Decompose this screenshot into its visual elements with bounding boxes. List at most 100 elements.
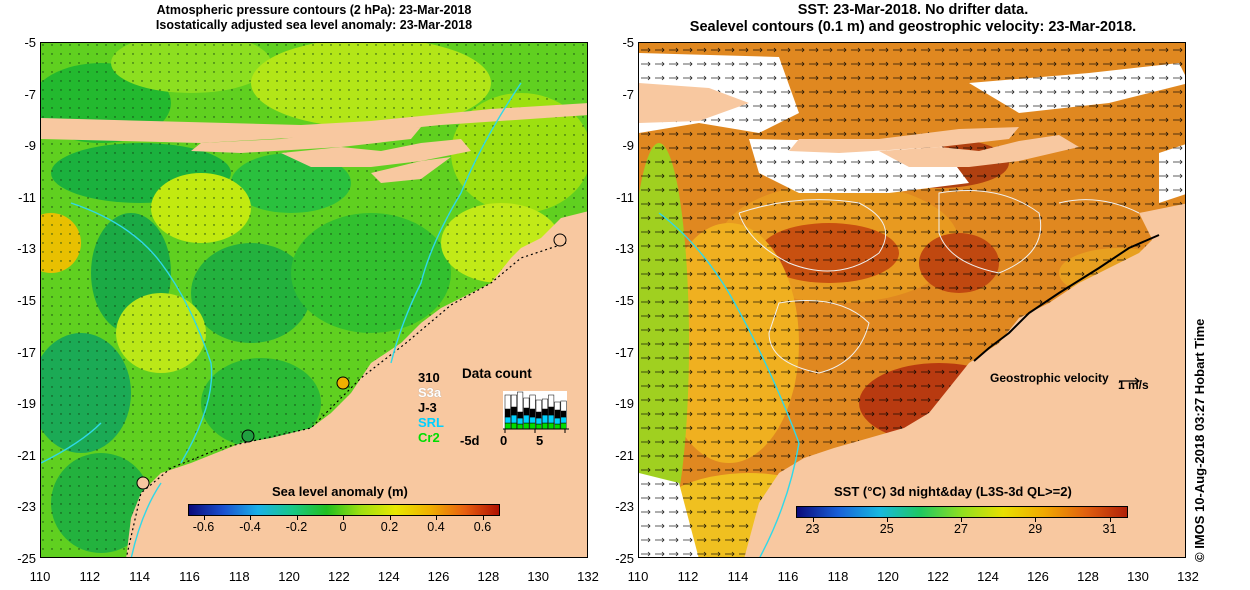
- colorbar-tick-label: 0.4: [427, 520, 445, 534]
- left-lon-tick: 124: [377, 569, 400, 584]
- sst-map-graphic: [639, 43, 1185, 557]
- right-lon-tick: 132: [1177, 569, 1199, 584]
- right-title-line2: Sealevel contours (0.1 m) and geostrophi…: [689, 19, 1137, 35]
- land-islands: [41, 103, 587, 183]
- left-lat-tick: -5: [24, 35, 36, 50]
- data-count-bar-segment: [560, 410, 567, 418]
- colorbar-tick-mark: [203, 516, 205, 520]
- data-count-bar-segment: [523, 397, 530, 409]
- colorbar-tick-label: 23: [805, 522, 820, 536]
- left-map-title: Atmospheric pressure contours (2 hPa): 2…: [40, 3, 588, 33]
- data-count-bar-segment: [541, 398, 548, 410]
- geostrophic-velocity-label: Geostrophic velocity: [990, 371, 1109, 385]
- right-lat-tick: -5: [622, 35, 634, 50]
- data-count-inset: 310 S3a J-3 SRL Cr2 Data count: [418, 362, 548, 452]
- left-lat-tick: -19: [17, 396, 36, 412]
- data-count-bar-segment: [504, 394, 511, 410]
- left-lat-tick: -17: [17, 344, 36, 360]
- left-lon-tick: 126: [427, 569, 450, 584]
- colorbar-tick-mark: [1109, 518, 1111, 522]
- sea-level-anomaly-map: [40, 42, 588, 558]
- left-lon-tick: 128: [477, 569, 500, 584]
- data-count-bar-segment: [548, 414, 555, 424]
- left-lat-tick: -11: [18, 189, 36, 205]
- colorbar-tick-mark: [296, 516, 298, 520]
- sea-level-anomaly-map-graphic: [41, 43, 587, 557]
- sst-map: [638, 42, 1186, 558]
- left-lat-tick: -13: [17, 241, 36, 257]
- data-count-bar-segment: [554, 417, 561, 425]
- land-australia: [744, 220, 1185, 557]
- left-lon-tick: 120: [278, 569, 300, 584]
- velocity-unit-label: 1 m/s: [1118, 378, 1149, 392]
- right-lat-tick: -15: [615, 293, 634, 308]
- data-count-bar-segment: [554, 409, 561, 419]
- left-lat-tick: -7: [24, 86, 36, 102]
- left-lon-tick: 118: [228, 569, 250, 584]
- left-lon-tick: 132: [577, 569, 599, 584]
- data-count-title: Data count: [462, 366, 532, 381]
- data-count-legend-item: Cr2: [418, 430, 440, 445]
- data-count-bar-segment: [548, 394, 555, 408]
- colorbar-tick-mark: [389, 516, 391, 520]
- right-lat-tick: -11: [616, 189, 634, 205]
- data-count-bar-segment: [548, 406, 555, 416]
- right-lat-tick: -21: [615, 447, 634, 463]
- left-lon-tick: 122: [328, 569, 350, 584]
- left-lon-tick: 114: [129, 569, 150, 584]
- data-count-x-tick: -5d: [460, 433, 480, 448]
- right-lat-tick: -7: [622, 86, 634, 102]
- sea-level-colorbar: [188, 504, 500, 516]
- colorbar-tick-mark: [961, 518, 962, 522]
- data-count-legend: 310 S3a J-3 SRL Cr2: [418, 370, 444, 445]
- colorbar-tick-label: -0.6: [192, 520, 215, 534]
- left-lat-tick: -21: [17, 447, 36, 463]
- right-lon-tick: 114: [727, 569, 749, 584]
- left-lat-tick: -15: [17, 293, 36, 308]
- colorbar-tick-label: 0.6: [473, 520, 492, 534]
- left-lat-tick: -9: [24, 138, 36, 154]
- left-lon-tick: 116: [179, 569, 200, 584]
- land-australia: [126, 211, 587, 557]
- right-lon-tick: 126: [1027, 569, 1049, 584]
- colorbar-tick-mark: [1035, 518, 1037, 522]
- colorbar-tick-mark: [343, 516, 344, 520]
- data-count-bar-segment: [554, 401, 561, 411]
- data-count-bar-segment: [548, 422, 555, 430]
- data-count-bars: [503, 391, 569, 433]
- right-lon-tick: 110: [627, 569, 649, 584]
- colorbar-tick-mark: [436, 516, 437, 520]
- left-lon-tick: 112: [79, 569, 101, 584]
- data-count-bar-segment: [529, 394, 536, 410]
- left-title-line2: Isostatically adjusted sea level anomaly…: [155, 18, 473, 32]
- right-lon-tick: 118: [827, 569, 849, 584]
- data-count-bar-segment: [535, 399, 542, 413]
- right-lon-tick: 116: [777, 569, 799, 584]
- colorbar-tick-label: 29: [1028, 522, 1043, 536]
- imos-credit: © IMOS 10-Aug-2018 03:27 Hobart Time: [1192, 318, 1207, 562]
- right-lon-tick: 128: [1077, 569, 1099, 584]
- right-lat-tick: -19: [615, 396, 634, 412]
- right-lat-tick: -17: [615, 344, 634, 360]
- left-lat-tick: -25: [17, 551, 36, 566]
- colorbar-tick-label: 0.2: [380, 520, 399, 534]
- left-title-line1: Atmospheric pressure contours (2 hPa): 2…: [156, 3, 472, 17]
- colorbar-tick-mark: [482, 516, 484, 520]
- right-lat-tick: -9: [622, 138, 634, 154]
- right-lon-tick: 112: [677, 569, 699, 584]
- left-lon-tick: 130: [527, 569, 550, 584]
- colorbar-tick-mark: [886, 518, 888, 522]
- data-count-legend-item: J-3: [418, 400, 437, 415]
- right-lon-tick: 120: [877, 569, 899, 584]
- data-count-bar-segment: [560, 422, 567, 430]
- data-count-bar-segment: [510, 394, 517, 408]
- left-lat-tick: -23: [17, 499, 36, 515]
- left-lon-tick: 110: [29, 569, 51, 584]
- data-count-bar-segment: [560, 416, 567, 424]
- data-count-bar-segment: [554, 423, 561, 430]
- right-lon-tick: 124: [977, 569, 999, 584]
- right-lon-tick: 122: [927, 569, 949, 584]
- velocity-reference-arrow: [1119, 377, 1140, 385]
- right-title-line1: SST: 23-Mar-2018. No drifter data.: [797, 2, 1029, 18]
- sst-colorbar: [796, 506, 1128, 518]
